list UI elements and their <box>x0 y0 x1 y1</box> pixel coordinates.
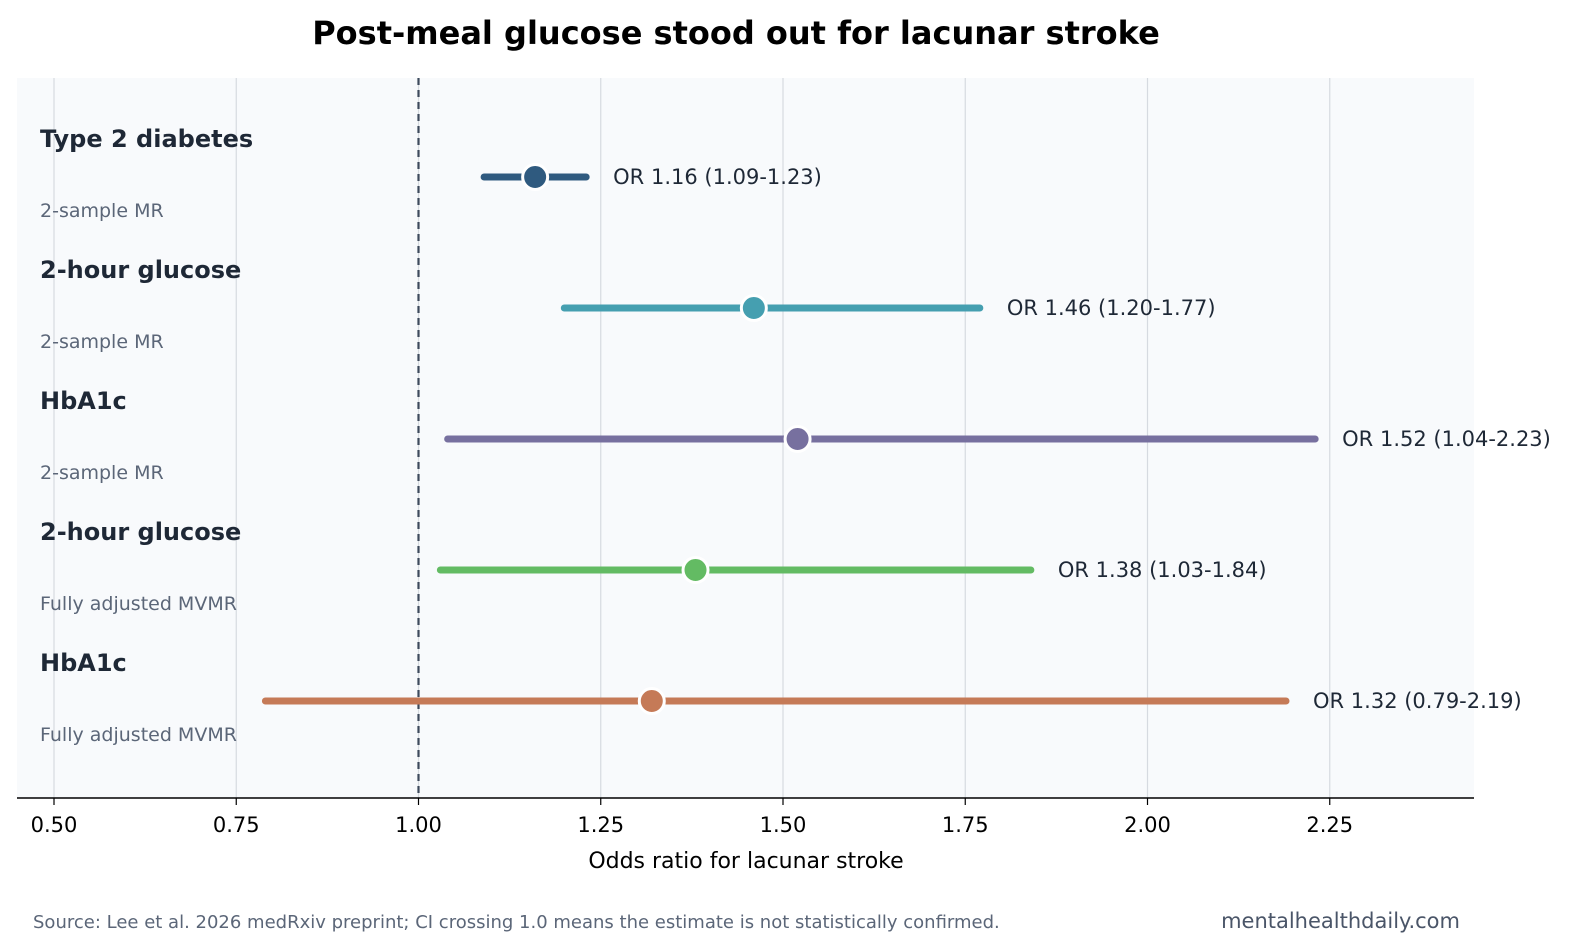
row-method-label: 2-sample MR <box>40 331 164 353</box>
forest-row: 2-hour glucose Fully adjusted MVMR OR 1.38… <box>40 518 1267 615</box>
x-tick-label: 0.75 <box>213 813 260 837</box>
chart-title: Post-meal glucose stood out for lacunar … <box>312 14 1160 52</box>
point-estimate-marker <box>637 687 666 715</box>
row-exposure-label: HbA1c <box>40 387 127 415</box>
forest-row: Type 2 diabetes 2-sample MR OR 1.16 (1.09-… <box>40 125 822 222</box>
or-value-label: OR 1.16 (1.09-1.23) <box>613 165 822 189</box>
x-tick-label: 2.25 <box>1306 813 1353 837</box>
x-tick-label: 1.00 <box>395 813 442 837</box>
forest-row: HbA1c Fully adjusted MVMR OR 1.32 (0.79-2.… <box>40 649 1522 746</box>
row-method-label: 2-sample MR <box>40 462 164 484</box>
row-method-label: Fully adjusted MVMR <box>40 724 237 746</box>
point-estimate-marker <box>739 294 768 322</box>
x-tick-label: 0.50 <box>31 813 78 837</box>
x-axis-label: Odds ratio for lacunar stroke <box>588 849 903 874</box>
row-exposure-label: 2-hour glucose <box>40 518 241 546</box>
x-tick-label: 1.25 <box>577 813 624 837</box>
row-exposure-label: 2-hour glucose <box>40 256 241 284</box>
x-tick-label: 2.00 <box>1124 813 1171 837</box>
brand-credit: mentalhealthdaily.com <box>1221 909 1460 933</box>
x-tick-label: 1.50 <box>760 813 807 837</box>
x-tick-label: 1.75 <box>942 813 989 837</box>
source-note: Source: Lee et al. 2026 medRxiv preprint… <box>33 912 1000 933</box>
point-estimate-marker <box>783 425 812 453</box>
row-method-label: 2-sample MR <box>40 200 164 222</box>
forest-row: HbA1c 2-sample MR OR 1.52 (1.04-2.23) <box>40 387 1551 484</box>
point-estimate-marker <box>681 556 710 584</box>
row-exposure-label: HbA1c <box>40 649 127 677</box>
or-value-label: OR 1.52 (1.04-2.23) <box>1342 427 1551 451</box>
point-estimate-marker <box>521 163 550 191</box>
or-value-label: OR 1.32 (0.79-2.19) <box>1313 689 1522 713</box>
row-method-label: Fully adjusted MVMR <box>40 593 237 615</box>
row-exposure-label: Type 2 diabetes <box>40 125 253 153</box>
x-axis-ticks: 0.50 0.75 1.00 1.25 1.50 1.75 2.00 2.25 <box>31 798 1353 837</box>
or-value-label: OR 1.38 (1.03-1.84) <box>1058 558 1267 582</box>
or-value-label: OR 1.46 (1.20-1.77) <box>1007 296 1216 320</box>
forest-row: 2-hour glucose 2-sample MR OR 1.46 (1.20-1… <box>40 256 1216 353</box>
forest-rows: Type 2 diabetes 2-sample MR OR 1.16 (1.09-… <box>40 125 1551 746</box>
